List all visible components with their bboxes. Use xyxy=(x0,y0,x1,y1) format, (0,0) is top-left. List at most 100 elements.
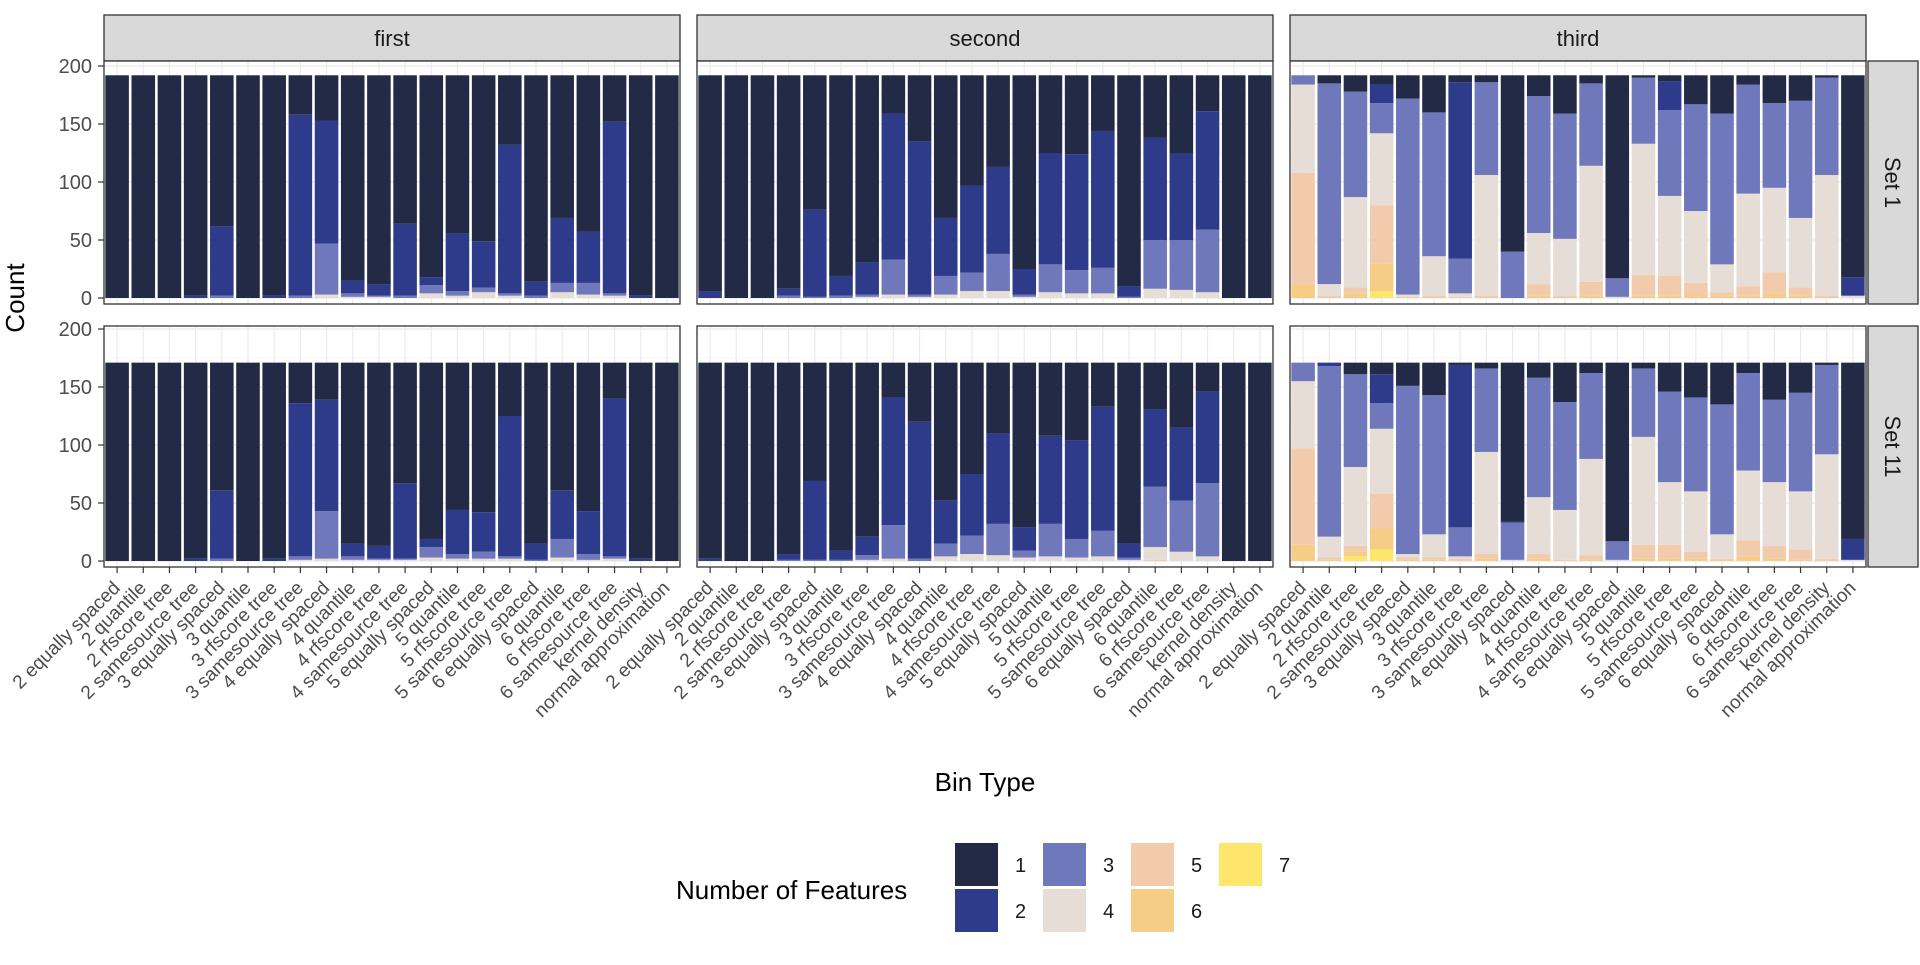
bar-segment-feature-3 xyxy=(1657,110,1682,196)
bar-segment-feature-1 xyxy=(1814,75,1839,78)
bar-6-quantile xyxy=(1736,75,1760,298)
y-tick-label: 50 xyxy=(70,493,92,515)
bar-5-rfscore-tree xyxy=(1064,75,1089,298)
bar-segment-feature-2 xyxy=(262,558,286,561)
bar-3-samesource-tree xyxy=(1474,362,1499,561)
bar-5-equally-spaced xyxy=(419,75,444,298)
bar-segment-feature-2 xyxy=(776,288,801,296)
bar-segment-feature-2 xyxy=(340,280,365,294)
bar-3-equally-spaced xyxy=(1396,75,1420,298)
bar-segment-feature-2 xyxy=(1064,440,1089,539)
bar-segment-feature-4 xyxy=(367,296,391,298)
bar-segment-feature-3 xyxy=(1788,392,1813,492)
bar-segment-feature-1 xyxy=(855,362,879,537)
row-strip-label: Set 11 xyxy=(1880,416,1905,478)
bar-segment-feature-3 xyxy=(288,556,313,560)
bar-segment-feature-3 xyxy=(498,293,522,296)
bar-5-quantile xyxy=(1631,75,1656,298)
bar-segment-feature-3 xyxy=(1684,397,1708,492)
bar-segment-feature-3 xyxy=(933,275,958,295)
column-strip-bg xyxy=(696,14,1274,62)
legend-item-4: 4 xyxy=(1043,889,1114,932)
bar-5-equally-spaced xyxy=(1012,362,1037,561)
bar-segment-feature-2 xyxy=(1448,82,1472,259)
bar-segment-feature-1 xyxy=(314,362,339,400)
bar-segment-feature-3 xyxy=(1422,112,1446,257)
bar-segment-feature-2 xyxy=(1317,362,1342,367)
bar-segment-feature-1 xyxy=(881,362,906,398)
bar-segment-feature-1 xyxy=(550,362,574,491)
bar-segment-feature-3 xyxy=(498,556,522,559)
row-strip-Set-11: Set 11 xyxy=(1867,325,1919,568)
bar-segment-feature-4 xyxy=(1195,556,1220,561)
bar-5-samesource-tree xyxy=(498,362,522,561)
bar-segment-feature-2 xyxy=(367,284,391,296)
bar-6-rfscore-tree xyxy=(576,75,601,298)
bar-segment-feature-7 xyxy=(1343,556,1368,561)
y-axis-Set-11: 0 50 100 150 200 xyxy=(59,319,104,573)
bar-segment-feature-4 xyxy=(602,558,627,561)
bars xyxy=(1291,362,1865,561)
bar-segment-feature-1 xyxy=(1605,75,1630,279)
bar-segment-feature-5 xyxy=(1814,558,1839,561)
bar-2-quantile xyxy=(1317,75,1342,298)
bar-4-equally-spaced xyxy=(907,362,932,561)
bar-4-samesource-tree xyxy=(986,75,1010,298)
bar-2-samesource-tree xyxy=(776,75,801,298)
bar-6-quantile xyxy=(550,362,574,561)
bar-segment-feature-1 xyxy=(1474,362,1499,369)
bar-segment-feature-3 xyxy=(367,295,391,297)
bar-segment-feature-1 xyxy=(655,362,679,561)
bar-2-equally-spaced xyxy=(105,75,129,298)
bar-segment-feature-1 xyxy=(1631,75,1656,78)
bar-4-quantile xyxy=(1526,362,1551,561)
bar-segment-feature-2 xyxy=(803,480,827,560)
bar-segment-feature-1 xyxy=(340,75,365,281)
bar-3-samesource-tree xyxy=(288,362,313,561)
bar-segment-feature-3 xyxy=(1448,258,1472,294)
bar-segment-feature-1 xyxy=(829,75,853,276)
bar-segment-feature-3 xyxy=(1064,270,1089,294)
bar-segment-feature-1 xyxy=(1012,75,1037,269)
bar-segment-feature-2 xyxy=(576,511,601,555)
bar-segment-feature-4 xyxy=(907,296,932,298)
bar-segment-feature-5 xyxy=(1143,559,1167,561)
bar-segment-feature-1 xyxy=(498,75,522,145)
row-strip-label: Set 1 xyxy=(1880,157,1905,208)
bar-segment-feature-5 xyxy=(1526,284,1551,296)
bar-segment-feature-6 xyxy=(1369,528,1394,550)
column-strip-label: first xyxy=(374,26,409,51)
row-strip-Set-1: Set 1 xyxy=(1867,60,1919,305)
bar-segment-feature-1 xyxy=(1038,362,1063,436)
bar-segment-feature-4 xyxy=(393,559,417,561)
bar-segment-feature-4 xyxy=(340,559,365,561)
bar-segment-feature-1 xyxy=(236,362,260,561)
legend-label: 4 xyxy=(1103,901,1114,923)
bar-segment-feature-1 xyxy=(157,362,182,561)
bar-segment-feature-2 xyxy=(183,295,208,298)
bar-2-rfscore-tree xyxy=(750,75,775,298)
bar-segment-feature-2 xyxy=(628,295,653,298)
bar-segment-feature-6 xyxy=(1526,558,1551,561)
bar-segment-feature-1 xyxy=(1631,362,1656,369)
bar-segment-feature-2 xyxy=(471,512,496,552)
bar-segment-feature-4 xyxy=(498,558,522,561)
y-tick-label: 0 xyxy=(81,288,92,310)
bar-segment-feature-1 xyxy=(1579,362,1603,374)
bar-segment-feature-5 xyxy=(1553,559,1577,561)
bar-6-equally-spaced xyxy=(1710,362,1734,561)
bar-segment-feature-1 xyxy=(1248,75,1272,298)
bar-segment-feature-2 xyxy=(960,185,984,273)
bar-segment-feature-3 xyxy=(314,243,339,295)
bar-3-rfscore-tree xyxy=(262,75,286,298)
bar-segment-feature-3 xyxy=(1526,377,1551,498)
bar-segment-feature-5 xyxy=(1396,296,1420,298)
bar-2-equally-spaced xyxy=(698,75,722,298)
bar-segment-feature-1 xyxy=(1317,75,1342,84)
bar-segment-feature-2 xyxy=(1841,277,1865,296)
bar-segment-feature-2 xyxy=(367,545,391,559)
bar-2-rfscore-tree xyxy=(157,75,182,298)
